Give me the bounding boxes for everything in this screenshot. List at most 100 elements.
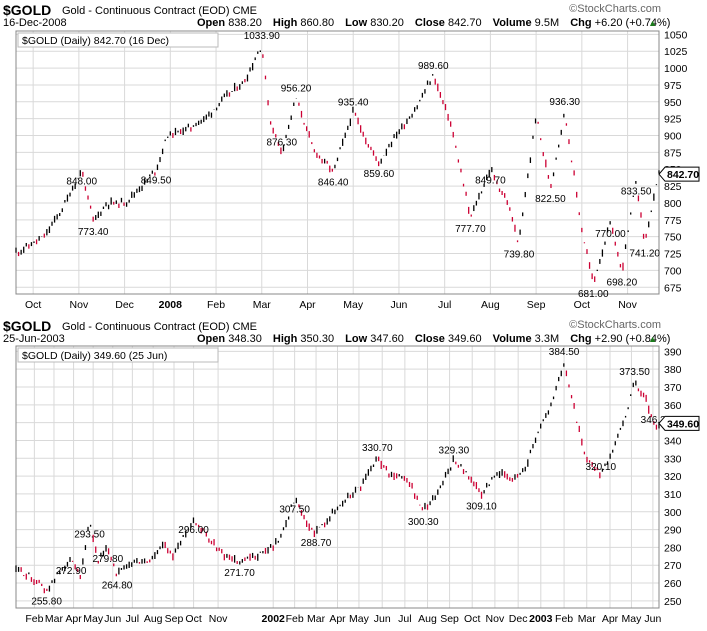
x-tick-label: Aug (418, 613, 437, 625)
y-tick-label: 950 (664, 97, 682, 109)
legend-box (17, 32, 219, 48)
price-annotation: 300.30 (408, 517, 439, 528)
y-tick-label: 270 (664, 560, 682, 572)
x-tick-label: Mar (578, 613, 597, 625)
price-annotation: 936.30 (549, 97, 580, 108)
price-annotation: 876.30 (266, 138, 297, 149)
price-annotation: 773.40 (78, 227, 109, 238)
price-annotation: 272.90 (56, 566, 87, 577)
x-tick-label: Mar (253, 299, 272, 311)
last-price-box (658, 415, 700, 431)
y-tick-label: 250 (664, 596, 682, 608)
y-tick-label: 800 (664, 198, 682, 210)
y-tick-label: 1050 (664, 29, 688, 41)
symbol-title: $GOLD (3, 2, 52, 18)
y-tick-label: 725 (664, 249, 682, 261)
x-tick-label: Jul (438, 299, 451, 311)
x-tick-label: Jun (644, 613, 661, 625)
price-annotation: 739.80 (504, 250, 535, 261)
brand-label: ©StockCharts.com (569, 319, 661, 331)
price-annotation: 373.50 (619, 367, 650, 378)
price-annotation: 1033.90 (244, 31, 281, 42)
x-tick-label: Jun (390, 299, 407, 311)
price-annotation: 307.50 (279, 504, 310, 515)
y-tick-label: 900 (664, 131, 682, 143)
y-tick-label: 360 (664, 400, 682, 412)
price-annotation: 849.70 (475, 175, 506, 186)
chart-legend: $GOLD (Daily) 842.70 (16 Dec) (17, 32, 219, 48)
x-tick-label: Feb (286, 613, 304, 625)
legend-text: $GOLD (Daily) 349.60 (25 Jun) (22, 350, 167, 362)
x-tick-label: Mar (307, 613, 326, 625)
x-tick-label: Nov (209, 613, 228, 625)
y-tick-label: 975 (664, 80, 682, 92)
price-annotation: 288.70 (301, 538, 332, 549)
quote-date: 16-Dec-2008 (3, 17, 67, 29)
x-tick-label: Jun (374, 613, 391, 625)
x-tick-label: 2002 (262, 613, 286, 625)
x-tick-label: Feb (555, 613, 573, 625)
y-tick-label: 750 (664, 232, 682, 244)
x-tick-label: Apr (602, 613, 619, 625)
price-annotation: 777.70 (455, 224, 486, 235)
x-tick-label: Sep (165, 613, 184, 625)
y-tick-label: 925 (664, 114, 682, 126)
y-tick-label: 875 (664, 147, 682, 159)
y-tick-label: 1000 (664, 63, 688, 75)
price-annotation: 741.20 (629, 249, 660, 260)
y-tick-label: 825 (664, 181, 682, 193)
contract-name: Gold - Continuous Contract (EOD) CME (62, 5, 258, 17)
x-tick-label: Dec (115, 299, 134, 311)
y-tick-label: 700 (664, 265, 682, 277)
x-tick-label: Dec (509, 613, 528, 625)
symbol-title: $GOLD (3, 318, 52, 334)
y-tick-label: 390 (664, 346, 682, 358)
x-tick-label: Jun (104, 613, 121, 625)
y-tick-label: 260 (664, 578, 682, 590)
y-tick-label: 320 (664, 471, 682, 483)
price-annotation: 956.20 (281, 84, 312, 95)
y-tick-label: 675 (664, 282, 682, 294)
price-annotation: 279.80 (93, 554, 124, 565)
price-annotation: 264.80 (102, 580, 133, 591)
price-annotation: 849.50 (141, 176, 172, 187)
quote-summary: Open 838.20 High 860.80 Low 830.20 Close… (197, 17, 671, 29)
brand-label: ©StockCharts.com (569, 3, 661, 15)
chart-legend: $GOLD (Daily) 349.60 (25 Jun) (17, 347, 219, 363)
price-annotation: 859.60 (364, 169, 395, 180)
last-price-box (658, 166, 700, 182)
price-annotation: 935.40 (338, 98, 369, 109)
price-annotation: 822.50 (535, 194, 566, 205)
y-tick-label: 310 (664, 489, 682, 501)
x-tick-label: 2008 (159, 299, 183, 311)
y-tick-label: 280 (664, 542, 682, 554)
x-tick-label: May (343, 299, 364, 311)
change-up-icon: ▲ (648, 18, 657, 28)
chart-panel-2003: $GOLD Gold - Continuous Contract (EOD) C… (0, 316, 707, 631)
price-annotation: 296.00 (178, 525, 209, 536)
quote-summary: Open 348.30 High 350.30 Low 347.60 Close… (197, 333, 671, 345)
x-tick-label: Aug (144, 613, 163, 625)
x-tick-label: Nov (70, 299, 89, 311)
price-annotation: 346.30 (641, 415, 672, 426)
x-tick-label: May (349, 613, 370, 625)
chart-panel-2008: $GOLD Gold - Continuous Contract (EOD) C… (3, 2, 700, 311)
price-annotation: 309.10 (466, 502, 497, 513)
price-annotation: 848.00 (66, 177, 97, 188)
x-tick-label: Sep (527, 299, 546, 311)
change-up-icon: ▲ (648, 334, 657, 344)
x-tick-label: Oct (185, 613, 201, 625)
y-tick-label: 380 (664, 364, 682, 376)
y-tick-label: 1025 (664, 46, 688, 58)
y-tick-label: 340 (664, 435, 682, 447)
price-annotation: 770.00 (595, 229, 626, 240)
last-price-label: 349.60 (667, 418, 699, 430)
y-tick-label: 290 (664, 525, 682, 537)
price-annotation: 329.30 (439, 446, 470, 457)
y-tick-label: 330 (664, 453, 682, 465)
price-annotation: 833.50 (621, 186, 652, 197)
x-tick-label: May (622, 613, 643, 625)
price-annotation: 384.50 (549, 347, 580, 358)
x-tick-label: Oct (464, 613, 480, 625)
x-tick-label: Nov (486, 613, 505, 625)
